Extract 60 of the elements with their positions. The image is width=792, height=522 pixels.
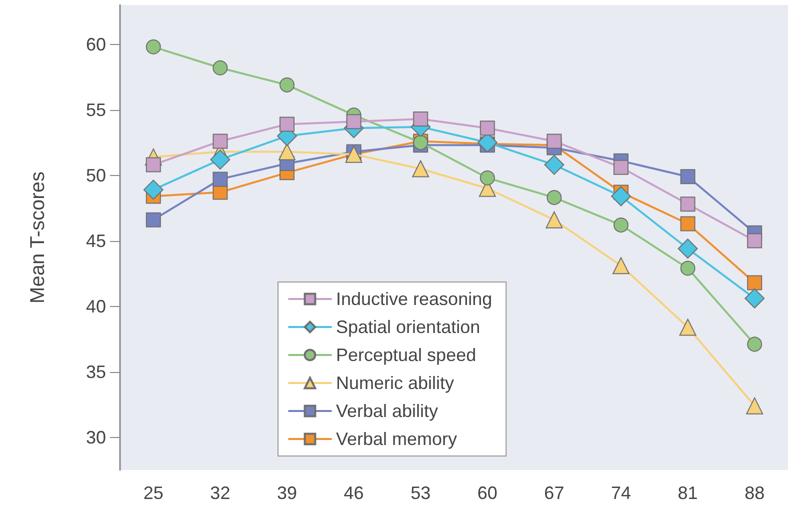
x-tick-label: 67 [544, 483, 564, 503]
y-tick-label: 60 [86, 34, 106, 54]
point [146, 157, 161, 172]
point [614, 218, 628, 233]
x-tick-label: 88 [744, 483, 765, 503]
point [612, 257, 630, 274]
point [614, 160, 628, 175]
point [680, 216, 696, 232]
x-tick-label: 39 [276, 483, 298, 503]
point [212, 184, 228, 200]
x-tick-label: 53 [410, 483, 431, 503]
point [680, 260, 696, 276]
point [680, 196, 696, 212]
legend-label: Perceptual speed [336, 345, 476, 365]
y-tick-label: 40 [86, 296, 106, 316]
point [744, 288, 765, 308]
legend-label: Numeric ability [336, 373, 454, 393]
point [678, 238, 698, 259]
point [143, 180, 164, 200]
point [146, 212, 161, 228]
x-tick-label: 74 [610, 483, 632, 503]
legend-label: Spatial orientation [336, 317, 480, 337]
point [679, 318, 696, 336]
point [747, 275, 762, 290]
point [212, 60, 228, 76]
point [480, 120, 495, 136]
y-tick-label: 55 [86, 100, 106, 120]
y-axis-title: Mean T-scores [27, 172, 49, 304]
point [480, 170, 495, 186]
point [280, 77, 294, 92]
point [412, 160, 430, 178]
point [611, 186, 631, 206]
point [680, 169, 696, 184]
y-tick-label: 50 [86, 165, 106, 186]
point [212, 134, 228, 149]
point [544, 154, 564, 175]
point [278, 143, 296, 160]
y-tick-label: 35 [86, 362, 106, 382]
point [212, 172, 228, 187]
point [546, 134, 562, 149]
x-tick-label: 46 [344, 483, 364, 503]
legend-label: Verbal memory [336, 429, 458, 449]
y-tick-label: 45 [86, 230, 106, 251]
point [413, 111, 428, 126]
point [346, 114, 362, 130]
x-tick-label: 32 [210, 483, 230, 503]
y-tick-label: 30 [86, 427, 106, 448]
point [747, 233, 762, 248]
point [280, 116, 294, 132]
point [546, 211, 563, 228]
x-tick-label: 81 [678, 483, 698, 503]
point [746, 397, 764, 414]
legend-label: Inductive reasoning [336, 289, 492, 309]
point [546, 190, 562, 206]
point [747, 336, 762, 352]
point [146, 39, 161, 54]
point [210, 150, 230, 170]
legend-label: Verbal ability [336, 401, 438, 421]
x-tick-label: 60 [477, 483, 498, 503]
x-tick-label: 25 [143, 483, 164, 503]
